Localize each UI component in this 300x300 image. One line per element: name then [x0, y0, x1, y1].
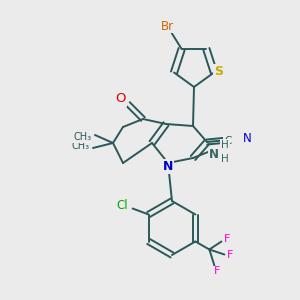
Text: Br: Br: [161, 20, 174, 32]
Text: N: N: [243, 133, 251, 146]
Text: CH₃: CH₃: [74, 132, 92, 142]
Text: F: F: [227, 250, 234, 260]
Text: CH₃: CH₃: [72, 141, 90, 151]
Text: Cl: Cl: [117, 199, 128, 212]
Text: N: N: [209, 148, 219, 160]
Text: S: S: [214, 65, 224, 78]
Text: C: C: [224, 136, 232, 146]
Text: H: H: [221, 140, 229, 150]
Text: H: H: [221, 154, 229, 164]
Text: O: O: [116, 92, 126, 106]
Text: F: F: [224, 235, 231, 244]
Text: F: F: [214, 266, 220, 277]
Text: N: N: [163, 160, 173, 172]
